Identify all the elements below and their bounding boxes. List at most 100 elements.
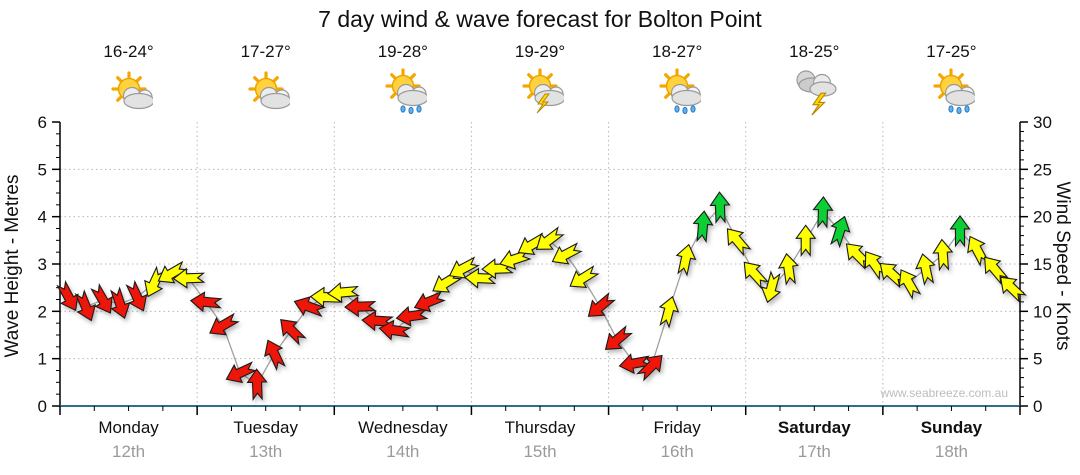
wind-arrow [984,256,1009,285]
wind-arrow [209,312,240,336]
wind-arrow [830,215,851,249]
day-footer-saturday: Saturday 17th [746,418,883,462]
day-name-label: Monday [98,418,159,437]
wind-arrow [413,290,446,313]
left-axis-tick-label: 6 [38,113,47,132]
watermark: www.seabreeze.com.au [880,386,1008,400]
wind-arrow [293,296,326,318]
wind-arrow [499,249,532,270]
day-date-label: 13th [249,442,283,461]
wind-arrow [726,228,752,257]
wind-arrow [709,191,731,225]
temperature-range: 18-25° [789,42,840,61]
wind-arrow [949,214,971,248]
day-footer-tuesday: Tuesday 13th [197,418,334,462]
day-date-label: 12th [112,442,146,461]
left-axis-tick-label: 0 [38,397,47,416]
wind-arrow [795,224,817,257]
wind-arrow [448,256,480,279]
day-name-label: Friday [653,418,701,437]
wind-arrow [658,295,680,329]
left-axis-tick-label: 4 [38,208,47,227]
right-axis-tick-label: 10 [1033,302,1052,321]
wind-arrow [812,195,834,229]
wind-arrow [587,292,617,317]
temperature-range: 19-29° [514,42,566,61]
temperature-range: 18-27° [652,42,703,61]
wind-arrow [636,354,663,382]
wind-arrows [56,191,1027,402]
day-header-sunday: 17-25° [886,42,1016,121]
wind-arrow [246,368,268,402]
wind-arrow [967,235,990,267]
day-name-label: Saturday [777,418,851,437]
day-footer-sunday: Sunday 18th [883,418,1020,462]
day-header-monday: 16-24° [64,42,194,121]
temperature-range: 19-28° [377,42,428,61]
right-axis-tick-label: 0 [1033,397,1042,416]
wind-arrow [344,296,377,318]
wind-arrow [692,210,714,244]
day-header-saturday: 18-25° [749,42,879,121]
temperature-range: 17-25° [926,42,977,61]
day-header-wednesday: 19-28° [338,42,468,121]
wind-arrow [675,243,697,277]
day-date-label: 17th [797,442,831,461]
day-date-label: 14th [386,442,420,461]
wind-arrow [743,261,770,290]
day-footer-wednesday: Wednesday 14th [334,418,471,462]
wind-speed-connector [68,206,1012,386]
wind-arrow [378,319,412,341]
right-axis-tick-label: 5 [1033,350,1042,369]
left-axis-tick-label: 3 [38,255,47,274]
wind-arrow [157,260,189,284]
chart-title: 7 day wind & wave forecast for Bolton Po… [318,6,762,32]
left-axis-title: Wave Height - Metres [2,174,23,358]
temperature-range: 16-24° [103,42,154,61]
wind-arrow [464,267,497,289]
wind-arrow [535,226,565,250]
right-axis-tick-label: 15 [1033,255,1052,274]
day-header-friday: 18-27° [612,42,742,121]
wind-arrow [569,265,600,288]
day-footer-thursday: Thursday 15th [472,418,609,462]
day-name-label: Sunday [920,418,983,437]
wind-arrow [110,286,131,319]
wind-arrow [327,281,360,304]
temperature-range: 17-27° [240,42,291,61]
right-axis-title: Wind Speed - Knots [1052,181,1073,351]
right-axis-tick-label: 30 [1033,113,1052,132]
day-date-label: 16th [660,442,694,461]
wind-arrow [172,267,206,289]
wind-arrow [551,242,583,265]
wind-arrow [777,252,799,286]
wind-arrow [74,289,97,322]
wind-arrow [604,325,634,350]
wind-arrow [915,253,936,287]
wind-arrow [760,270,782,304]
day-footer-friday: Friday 16th [609,418,746,462]
day-date-label: 18th [934,442,968,461]
day-footer-monday: Monday 12th [60,418,197,462]
wind-arrow [898,269,922,300]
day-name-label: Tuesday [233,418,298,437]
day-date-label: 15th [523,442,557,461]
wind-arrow [999,276,1027,303]
wind-arrow [189,291,223,313]
left-axis-tick-label: 2 [38,302,47,321]
wind-arrow [225,361,258,384]
weather-icon-wrap [749,66,879,121]
right-axis-tick-label: 20 [1033,208,1052,227]
left-axis-tick-label: 1 [38,350,47,369]
left-axis-tick-label: 5 [38,160,47,179]
day-name-label: Thursday [504,418,576,437]
wind-arrow [395,305,429,327]
wind-arrow [932,238,954,272]
clouds-lightning-icon [796,70,837,116]
wind-arrow [144,265,166,298]
wind-arrow [90,283,113,314]
wind-arrow [618,353,652,375]
wind-arrow [56,280,79,312]
